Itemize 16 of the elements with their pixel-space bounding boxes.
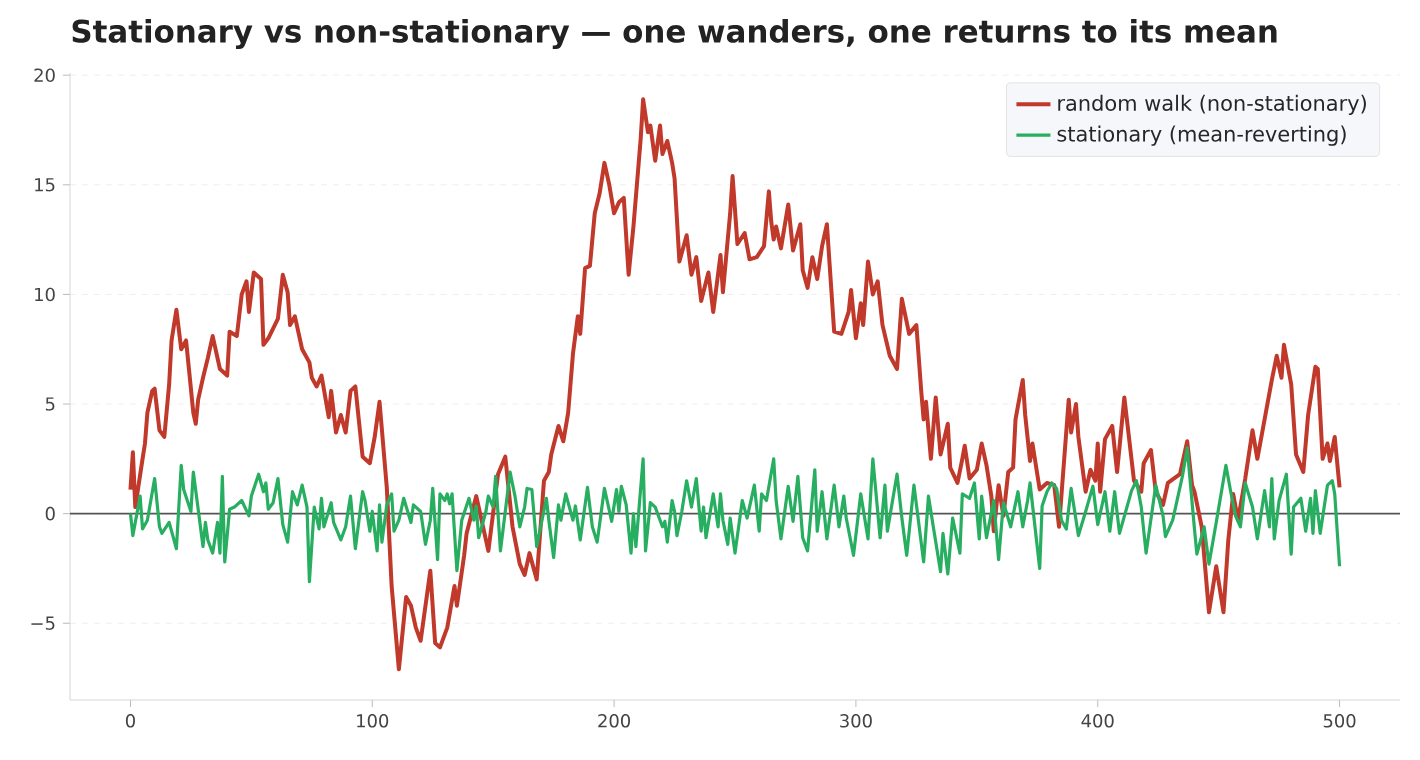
- legend-label: stationary (mean-reverting): [1057, 125, 1346, 146]
- x-tick-label: 100: [357, 714, 389, 728]
- x-tick-label: 0: [125, 714, 135, 728]
- y-tick-label: 5: [45, 397, 55, 411]
- line-series: [128, 446, 1342, 584]
- x-tick-label: 200: [598, 714, 631, 728]
- x-tick-label: 300: [840, 714, 872, 728]
- chart-title: Stationary vs non-stationary — one wanders, one returns to its mean: [72, 18, 1277, 50]
- x-tick-label: 400: [1081, 714, 1114, 728]
- y-tick-label: 15: [35, 178, 55, 192]
- y-tick-label: 20: [34, 68, 55, 82]
- y-tick-label: −5: [31, 616, 55, 630]
- y-tick-label: 0: [45, 506, 55, 521]
- y-tick-label: 10: [35, 287, 55, 302]
- x-tick-label: 500: [1323, 714, 1356, 728]
- legend-label: random walk (non-stationary): [1058, 94, 1366, 115]
